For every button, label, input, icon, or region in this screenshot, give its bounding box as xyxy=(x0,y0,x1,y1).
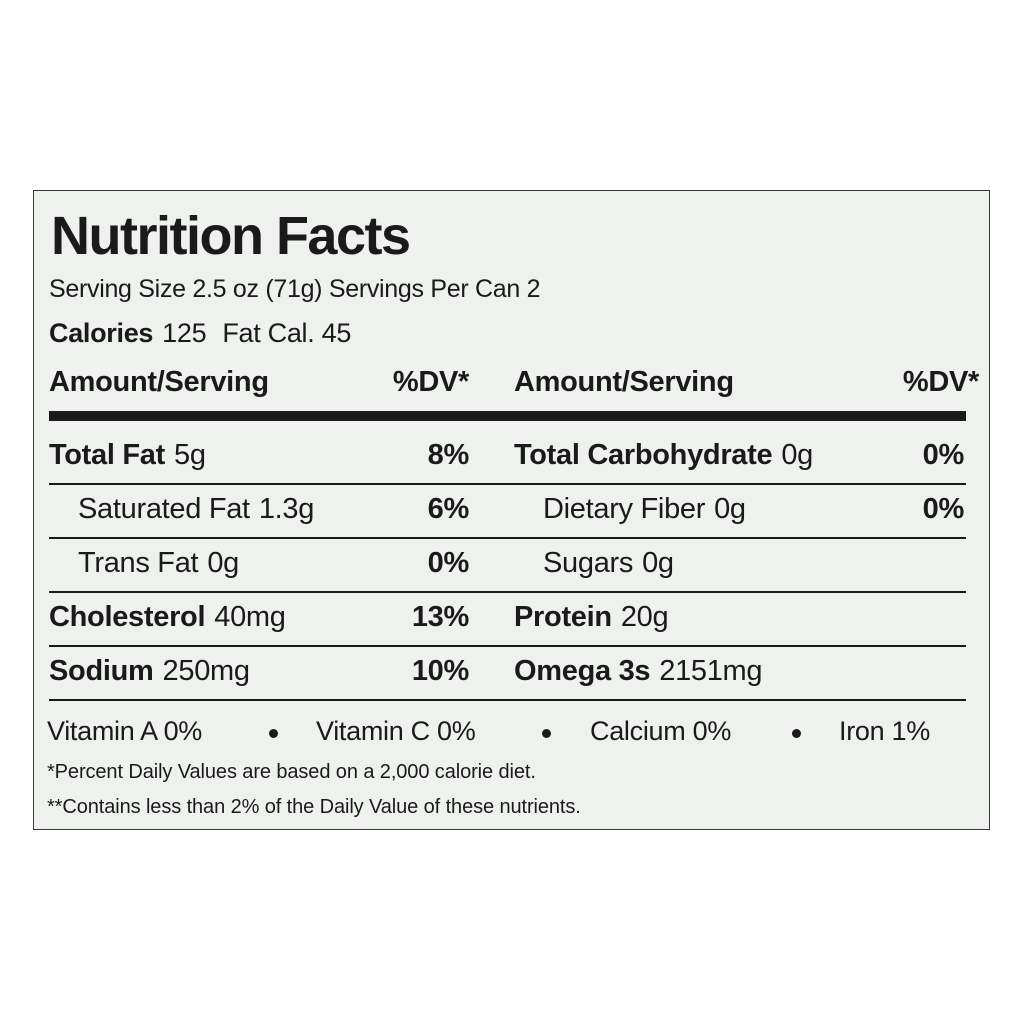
nutrient-name: Saturated Fat xyxy=(78,493,250,525)
title: Nutrition Facts xyxy=(51,206,411,266)
vitamin: Vitamin A 0% xyxy=(47,716,202,746)
nutrient-row: Sodium 250mg xyxy=(49,657,250,686)
nutrient-dv: 0% xyxy=(922,493,965,525)
nutrient-row: Cholesterol 40mg xyxy=(49,603,286,632)
nutrition-panel: Nutrition Facts Serving Size 2.5 oz (71g… xyxy=(33,190,990,830)
vitamin: Vitamin C 0% xyxy=(316,716,476,746)
nutrient-name: Dietary Fiber xyxy=(543,493,706,525)
nutrient-name: Trans Fat xyxy=(78,547,199,579)
nutrient-name: Protein xyxy=(514,601,612,633)
nutrient-row: Sugars 0g xyxy=(543,549,674,578)
nutrient-amount: 20g xyxy=(620,601,669,633)
nutrient-dv: 8% xyxy=(427,439,470,471)
nutrient-row: Protein 20g xyxy=(514,601,669,633)
footnote: **Contains less than 2% of the Daily Val… xyxy=(47,796,581,818)
nutrient-amount: 250mg xyxy=(162,655,250,687)
bullet xyxy=(269,729,278,738)
row-rule xyxy=(49,591,966,593)
thick-rule xyxy=(49,411,966,421)
vitamin: Calcium 0% xyxy=(590,716,732,746)
bullet xyxy=(542,729,551,738)
nutrient-name: Total Carbohydrate xyxy=(514,439,773,471)
nutrient-name: Sodium xyxy=(49,655,154,687)
nutrient-row: Omega 3s 2151mg xyxy=(514,655,763,687)
nutrient-row: Total Fat 5g xyxy=(49,441,206,470)
vitamin: Iron 1% xyxy=(839,716,930,746)
header-dv: %DV* xyxy=(392,366,469,398)
nutrient-row: Saturated Fat 1.3g xyxy=(78,495,314,524)
nutrient-amount: 1.3g xyxy=(258,493,315,525)
calories-value: 125 xyxy=(162,318,207,348)
nutrient-dv: 10% xyxy=(411,655,469,687)
header-amount: Amount/Serving xyxy=(49,366,269,398)
nutrient-amount: 0g xyxy=(714,493,746,525)
nutrient-name: Total Fat xyxy=(49,439,165,471)
fat-calories: Fat Cal. 45 xyxy=(222,318,352,348)
nutrient-amount: 40mg xyxy=(214,601,286,633)
footnote: *Percent Daily Values are based on a 2,0… xyxy=(47,761,536,783)
nutrient-amount: 0g xyxy=(642,547,674,579)
nutrient-dv: 0% xyxy=(922,439,965,471)
nutrient-dv: 0% xyxy=(427,547,470,579)
nutrient-row: Dietary Fiber 0g xyxy=(543,495,746,524)
nutrient-amount: 2151mg xyxy=(659,655,763,687)
nutrient-amount: 0g xyxy=(207,547,239,579)
header-dv: %DV* xyxy=(902,366,979,398)
nutrient-row: Trans Fat 0g xyxy=(78,549,239,578)
row-rule xyxy=(49,699,966,701)
row-rule xyxy=(49,537,966,539)
nutrient-amount: 0g xyxy=(781,439,813,471)
nutrient-amount: 5g xyxy=(173,439,206,471)
nutrient-row: Total Carbohydrate 0g xyxy=(514,441,813,470)
serving-info: Serving Size 2.5 oz (71g) Servings Per C… xyxy=(49,275,541,303)
nutrient-name: Omega 3s xyxy=(514,655,651,687)
row-rule xyxy=(49,645,966,647)
calories-line: Calories 125 Fat Cal. 45 xyxy=(49,320,351,347)
nutrient-dv: 6% xyxy=(427,493,470,525)
nutrient-name: Cholesterol xyxy=(49,601,206,633)
row-rule xyxy=(49,483,966,485)
nutrient-dv: 13% xyxy=(411,601,469,633)
header-amount: Amount/Serving xyxy=(514,366,734,398)
bullet xyxy=(792,729,801,738)
nutrient-name: Sugars xyxy=(543,547,634,579)
calories-label: Calories xyxy=(49,318,154,348)
